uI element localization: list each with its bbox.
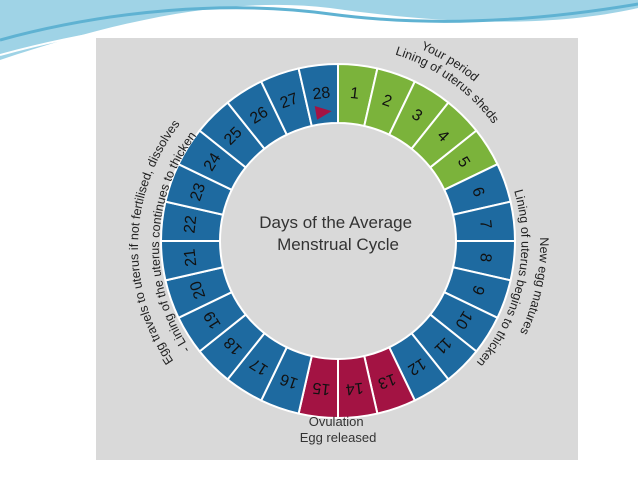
day-label-19: 19 (201, 308, 225, 332)
day-label-17: 17 (247, 354, 271, 378)
day-label-7: 7 (476, 219, 494, 230)
center-title-line-1: Days of the Average (259, 213, 412, 232)
ovulation-label-line-1: Ovulation (309, 414, 364, 429)
day-label-23: 23 (187, 181, 209, 204)
day-label-21: 21 (181, 248, 200, 268)
top-wave-highlight (0, 2, 638, 42)
current-day-marker-icon (314, 105, 332, 120)
day-label-22: 22 (181, 215, 200, 235)
day-label-24: 24 (201, 150, 225, 174)
day-label-1: 1 (349, 85, 360, 103)
day-label-20: 20 (187, 279, 209, 302)
top-wave-decoration (0, 0, 638, 60)
day-label-26: 26 (247, 104, 271, 128)
day-label-10: 10 (451, 308, 475, 332)
cycle-figure: 1 2 3 4 5 6 7 8 9 10 11 12 13 14 15 16 17 18 19 20 21 22 23 24 2… (96, 38, 578, 460)
center-title-line-2: Menstrual Cycle (277, 235, 399, 254)
day-label-8: 8 (476, 252, 494, 263)
cycle-wheel-diagram: 1 234567891011121314151617181920212223242… (127, 39, 551, 445)
ovulation-label-line-2: Egg released (300, 430, 377, 445)
day-label-14: 14 (345, 379, 365, 398)
top-wave-line (0, 13, 638, 56)
center-title: Days of the Average Menstrual Cycle (259, 213, 417, 254)
day-label-15: 15 (312, 379, 332, 398)
day-label-12: 12 (405, 354, 429, 378)
day-label-27: 27 (278, 90, 301, 112)
day-label-13: 13 (376, 370, 399, 392)
cycle-ring: 1 234567891011121314151617181920212223242… (159, 62, 517, 420)
ovulation-label: Ovulation Egg released (300, 414, 377, 445)
day-label-16: 16 (278, 370, 301, 392)
day-label-28: 28 (312, 84, 332, 103)
